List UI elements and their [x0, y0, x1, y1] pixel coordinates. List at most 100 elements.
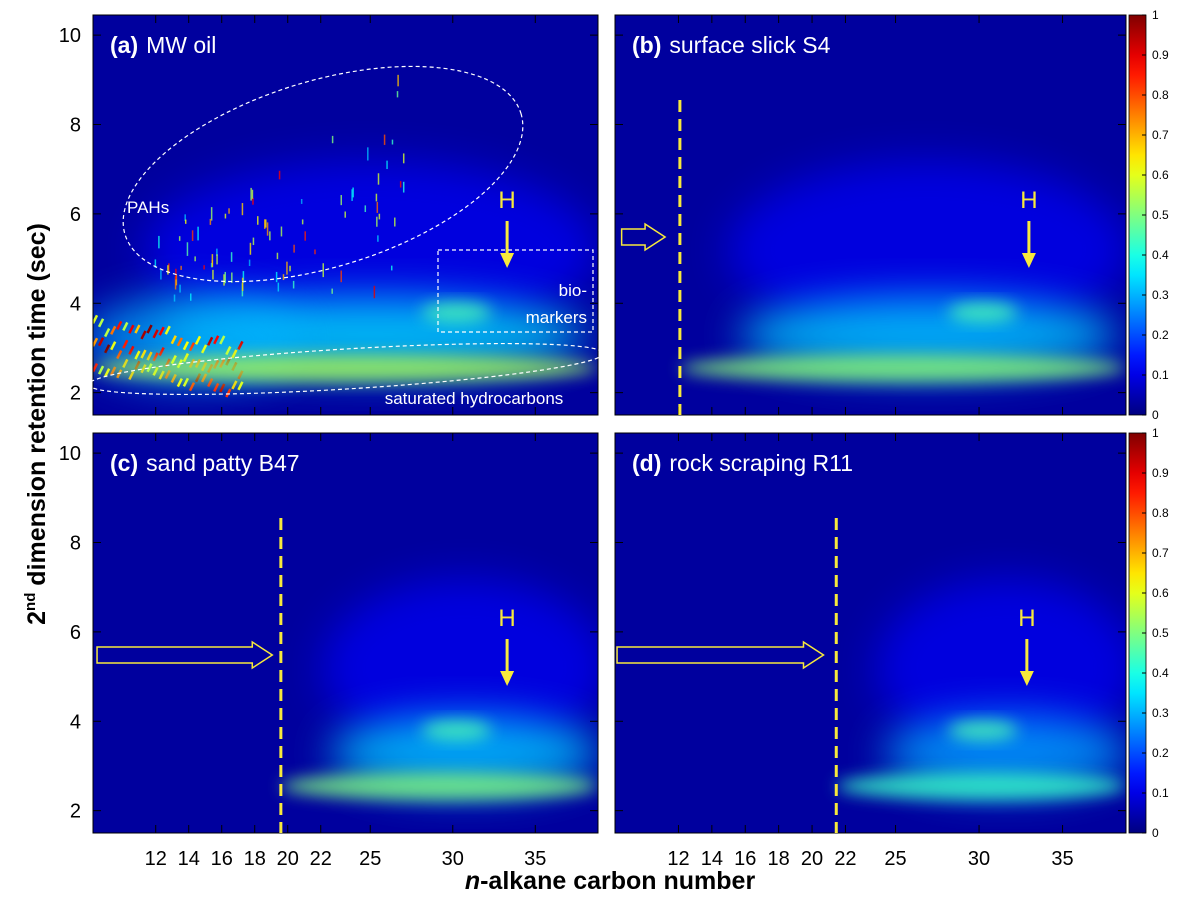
band-streak [152, 329, 159, 339]
colorbar-tick-label: 0.5 [1152, 208, 1169, 222]
y-tick-label: 10 [59, 25, 81, 47]
band-streak [146, 324, 153, 334]
x-tick-label: 16 [734, 848, 756, 870]
y-tick-label: 2 [70, 383, 81, 405]
panel-label: (d) [632, 450, 661, 476]
biomarker-patch [947, 720, 1018, 741]
x-label-part: -alkane carbon number [480, 867, 755, 895]
x-tick-label: 30 [968, 848, 990, 870]
colorbar-tick-label: 0.8 [1152, 506, 1169, 520]
panel-title: (b) surface slick S4 [632, 32, 831, 58]
y-tick-label: 6 [70, 204, 81, 226]
biomarker-patch [947, 302, 1018, 323]
h-arrowhead [500, 671, 515, 686]
x-tick-label: 20 [277, 848, 299, 870]
y-tick-label: 4 [70, 711, 81, 733]
annotation: saturated hydrocarbons [385, 389, 564, 408]
biomarker-patch [421, 720, 492, 741]
panel-title: (c) sand patty B47 [110, 450, 300, 476]
panel-frame [92, 14, 599, 416]
heatmap-panel [93, 15, 598, 415]
colorbar-tick-label: 0.4 [1152, 666, 1169, 680]
h-arrowhead [1021, 253, 1036, 268]
x-tick-label: 12 [145, 848, 167, 870]
colorbar-tick-label: 0.1 [1152, 368, 1169, 382]
x-tick-label: 35 [524, 848, 546, 870]
panel-frame [92, 432, 599, 834]
colorbar-tick-label: 1 [1152, 8, 1159, 22]
y-tick-label: 4 [70, 293, 81, 315]
band-streak [110, 341, 117, 351]
band-streak [146, 351, 153, 361]
colorbar-tick-label: 0.2 [1152, 328, 1169, 342]
x-tick-label: 12 [667, 848, 689, 870]
panel-name: surface slick S4 [669, 32, 830, 58]
colorbar-tick-label: 0.9 [1152, 48, 1169, 62]
x-tick-label: 25 [884, 848, 906, 870]
saturates-region [87, 342, 605, 396]
colorbar-tick-label: 0.4 [1152, 248, 1169, 262]
band-streak [128, 345, 135, 355]
band-streak [134, 324, 141, 334]
cloud [876, 578, 1126, 757]
y-label-part: nd [22, 593, 39, 611]
cloud [322, 578, 598, 757]
x-tick-label: 30 [442, 848, 464, 870]
band-streak [97, 318, 105, 328]
colorbar-tick-label: 0 [1152, 408, 1159, 422]
h-label: H [498, 605, 515, 632]
band-streak [158, 347, 165, 357]
colorbar-tick-label: 0.3 [1152, 706, 1169, 720]
colorbar-tick-label: 1 [1152, 426, 1159, 440]
h-arrowhead [500, 253, 515, 268]
band-streak [213, 335, 220, 345]
biomarker-patch [421, 302, 492, 323]
band-streak [170, 335, 177, 345]
band-streak [188, 382, 196, 392]
x-tick-label: 22 [834, 848, 856, 870]
x-tick-label: 14 [701, 848, 723, 870]
y-tick-label: 8 [70, 532, 81, 554]
band-streak [225, 346, 232, 356]
colorbar-tick-label: 0.7 [1152, 546, 1169, 560]
panel-label: (a) [110, 32, 138, 58]
colorbar-tick-label: 0.1 [1152, 786, 1169, 800]
band-streak [164, 325, 171, 335]
band-streak [104, 344, 111, 354]
panel-title: (d) rock scraping R11 [632, 450, 853, 476]
band-streak [97, 337, 105, 347]
y-tick-label: 2 [70, 801, 81, 823]
band-streak [122, 321, 129, 332]
colorbar-tick-label: 0.7 [1152, 128, 1169, 142]
h-arrowhead [1019, 671, 1034, 686]
x-tick-label: 35 [1051, 848, 1073, 870]
band-streak [104, 327, 111, 338]
y-tick-label: 6 [70, 622, 81, 644]
hollow-arrow [620, 222, 667, 252]
colorbar-tick-label: 0.3 [1152, 288, 1169, 302]
panel-name: rock scraping R11 [669, 450, 853, 476]
x-tick-label: 20 [801, 848, 823, 870]
band-streak [122, 339, 129, 349]
annotation: bio- [559, 281, 587, 300]
x-tick-label: 25 [359, 848, 381, 870]
colorbar-tick-label: 0.8 [1152, 88, 1169, 102]
colorbar-tick-label: 0.6 [1152, 586, 1169, 600]
band-streak [225, 388, 232, 398]
biomarker-region [437, 249, 594, 333]
x-tick-label: 18 [768, 848, 790, 870]
band-streak [182, 341, 190, 351]
band-streak [93, 337, 99, 347]
hollow-arrow [616, 640, 825, 670]
y-axis-label: 2nd dimension retention time (sec) [22, 223, 51, 625]
band-streak [93, 314, 99, 324]
band-streak [194, 335, 202, 345]
annotation: PAHs [127, 198, 169, 217]
band-streak [176, 337, 183, 347]
panel-frame [614, 14, 1127, 416]
band-streak [134, 350, 141, 360]
band-streak [158, 326, 165, 336]
panel-frame [614, 432, 1127, 834]
band-streak [219, 335, 226, 345]
